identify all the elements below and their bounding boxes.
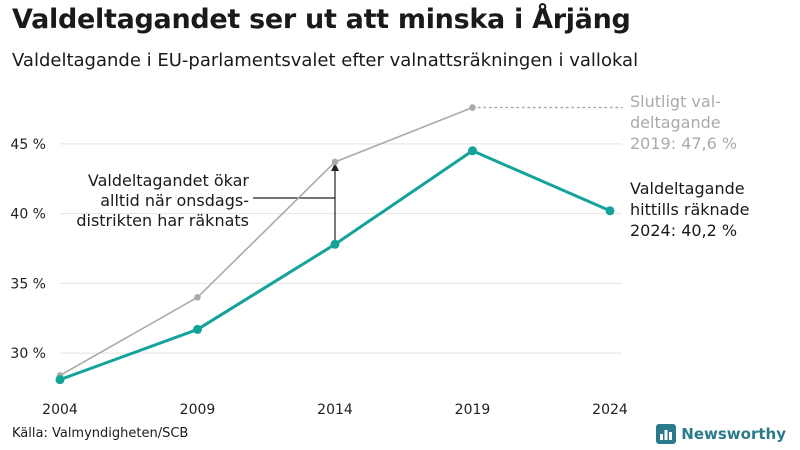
annotation-note: Valdeltagandet ökar alltid när onsdags-di… — [76, 171, 249, 230]
data-point-current — [468, 146, 477, 156]
series-line-final — [59, 106, 474, 377]
x-tick-label: 2004 — [42, 402, 78, 418]
data-point-current — [55, 375, 65, 385]
data-point-final — [469, 104, 476, 111]
annotation-arrowhead — [331, 162, 339, 171]
brand-logo[interactable]: Newsworthy — [656, 424, 786, 444]
newsworthy-logo-icon — [656, 424, 677, 444]
source-note: Källa: Valmyndigheten/SCB — [12, 426, 189, 441]
chart-title: Valdeltagandet ser ut att minska i Årjän… — [12, 4, 631, 35]
y-tick-label: 40 % — [10, 207, 46, 223]
data-point-final — [194, 294, 201, 301]
x-tick-label: 2024 — [592, 402, 628, 418]
chart-subtitle: Valdeltagande i EU-parlamentsvalet efter… — [12, 50, 639, 71]
y-tick-label: 30 % — [10, 346, 46, 362]
y-tick-label: 35 % — [10, 276, 46, 292]
data-point-current — [193, 324, 202, 334]
annotation-final-turnout: Slutligt val-deltagande 2019: 47,6 % — [630, 92, 737, 153]
annotation-current-turnout: Valdeltagande hittills räknade 2024: 40,2 … — [630, 179, 749, 240]
data-point-current — [330, 239, 340, 249]
data-point-current — [605, 206, 615, 216]
brand-name: Newsworthy — [681, 425, 786, 443]
x-tick-label: 2014 — [317, 402, 353, 418]
x-tick-label: 2019 — [455, 402, 491, 418]
data-point-final — [331, 158, 339, 166]
x-tick-label: 2009 — [180, 402, 216, 418]
y-tick-label: 45 % — [10, 137, 46, 153]
